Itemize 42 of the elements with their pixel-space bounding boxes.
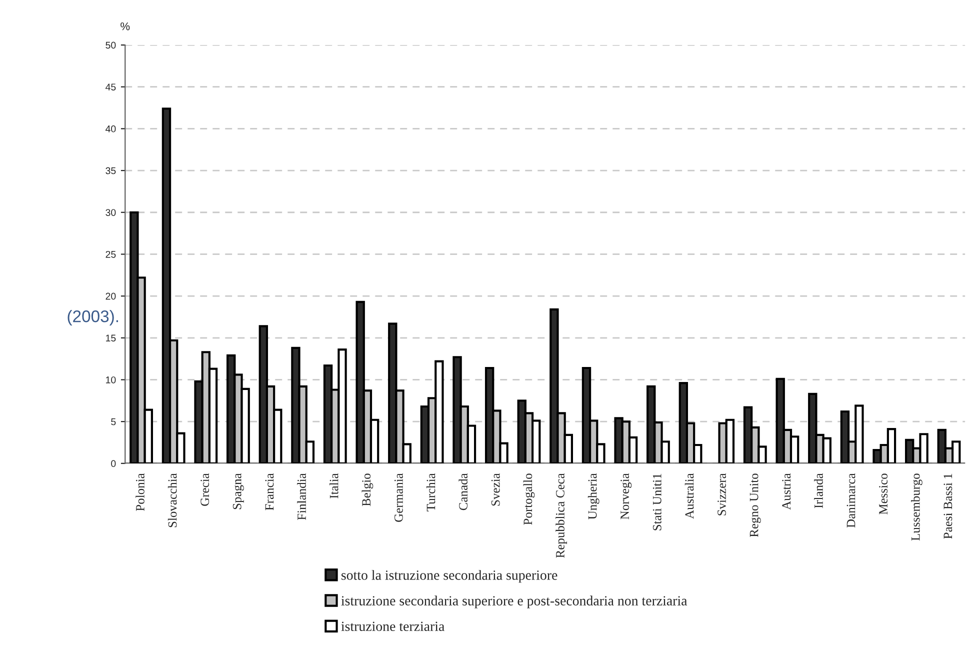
x-tick-label: Danimarca (846, 473, 856, 528)
y-tick-label: 10 (106, 376, 116, 384)
x-tick-label: Repubblica Ceca (556, 473, 567, 558)
x-tick-label: Lussemburgo (911, 474, 922, 541)
y-tick-label: 35 (106, 167, 116, 174)
x-tick-label: Spagna (232, 473, 244, 510)
y-axis-title: % (120, 22, 130, 30)
x-tick-label: Polonia (136, 473, 144, 511)
x-tick-label: Svezia (491, 473, 500, 506)
y-tick-label: 15 (106, 334, 116, 342)
x-tick-label: Grecia (200, 473, 210, 506)
x-tick-label: Regno Unito (750, 474, 761, 537)
x-tick-label: Germania (394, 473, 403, 522)
x-tick-label: Svizzera (718, 473, 726, 516)
x-tick-label: Portogallo (523, 474, 535, 525)
x-tick-label: Paesi Bassi 1 (944, 474, 952, 539)
x-tick-label: Ungheria (588, 473, 600, 520)
x-tick-label: Australia (684, 473, 694, 519)
x-tick-label: Italia (329, 473, 338, 498)
y-tick-label: 25 (106, 250, 116, 258)
x-tick-label: Norvegia (620, 473, 632, 520)
x-tick-label: Finlandia (297, 473, 306, 520)
x-tick-label: Turchia (426, 473, 436, 512)
y-tick-label: 5 (111, 418, 116, 426)
text: (2003). (68, 310, 118, 326)
y-tick-label: 50 (106, 42, 116, 49)
y-tick-label: 30 (106, 209, 116, 216)
legend-label: sotto la istruzione secondaria superiore (342, 570, 558, 583)
x-tick-label: Slovacchia (168, 473, 177, 528)
x-tick-label: Belgio (362, 474, 374, 506)
x-tick-label: Canada (458, 473, 468, 510)
y-tick-label: 40 (106, 125, 116, 132)
legend-label: istruzione terziaria (341, 622, 444, 632)
x-tick-label: Austria (782, 473, 791, 510)
x-tick-label: Irlanda (814, 473, 823, 508)
x-tick-label: Francia (265, 473, 274, 510)
x-tick-label: Stati Uniti1 (652, 474, 662, 530)
y-tick-label: 0 (111, 460, 116, 468)
legend-label: istruzione secondaria superiore e post-secondaria non terziaria (341, 596, 688, 608)
y-tick-label: 20 (106, 292, 116, 300)
x-tick-label: Messico (879, 474, 888, 514)
y-tick-label: 45 (106, 84, 116, 90)
